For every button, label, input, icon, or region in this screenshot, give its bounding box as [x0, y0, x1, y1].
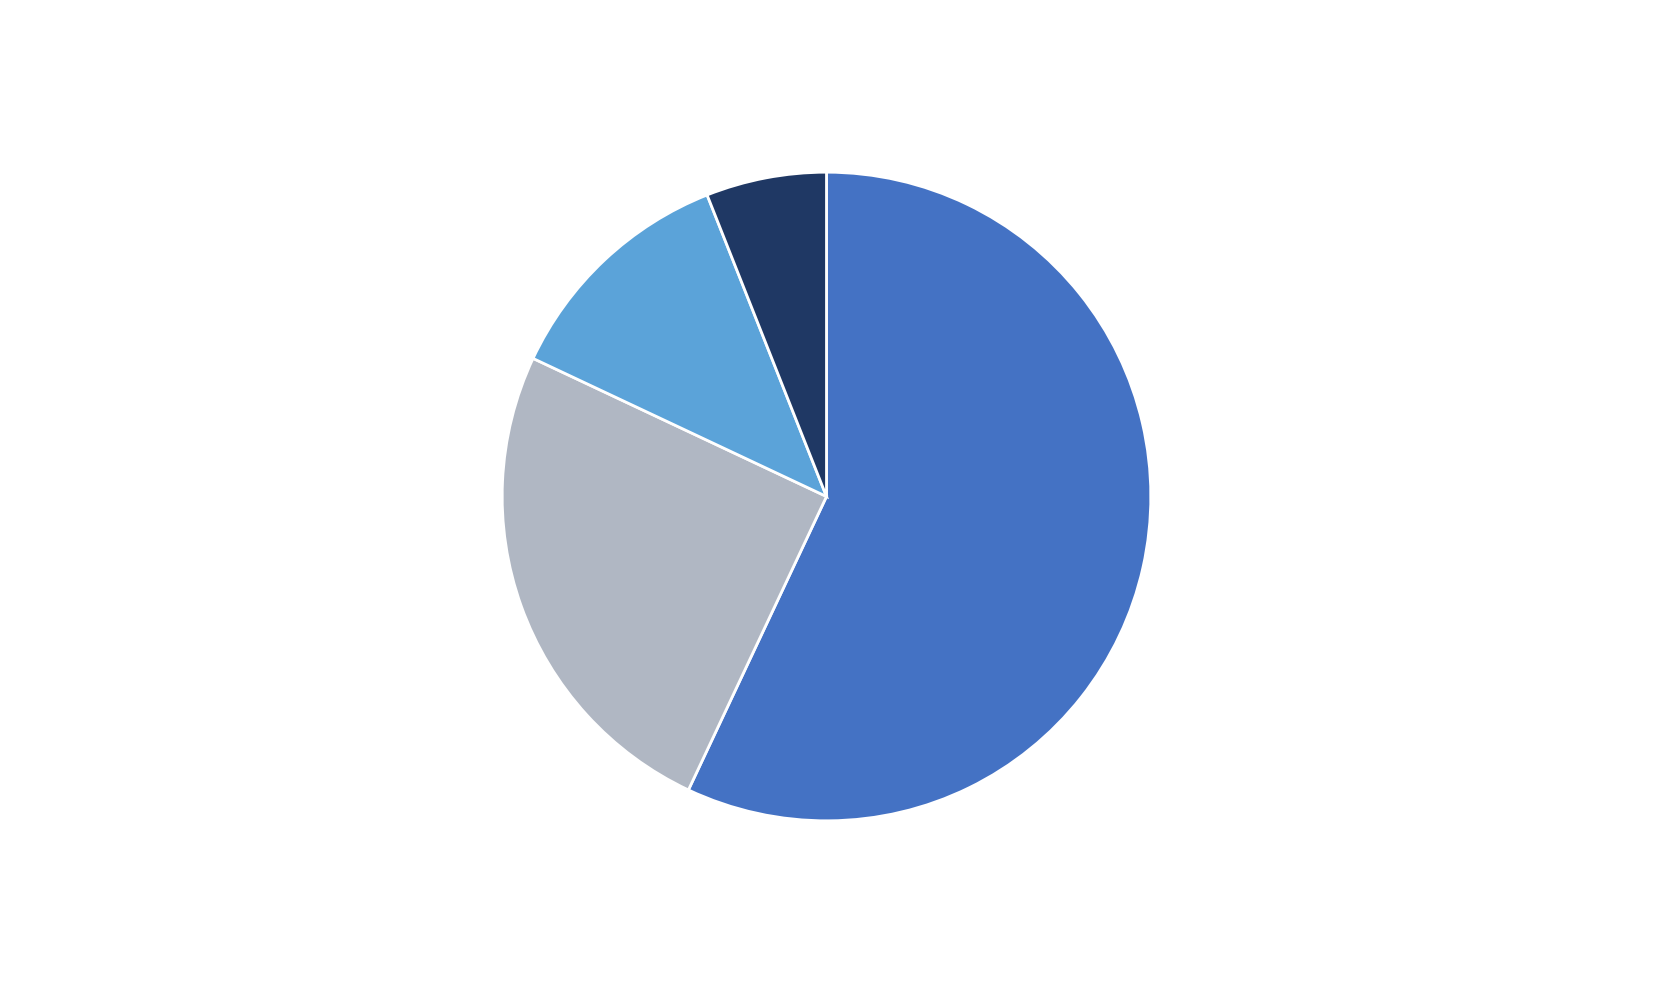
Wedge shape — [503, 358, 826, 790]
Wedge shape — [707, 172, 826, 496]
Wedge shape — [688, 172, 1150, 821]
Wedge shape — [532, 195, 826, 496]
